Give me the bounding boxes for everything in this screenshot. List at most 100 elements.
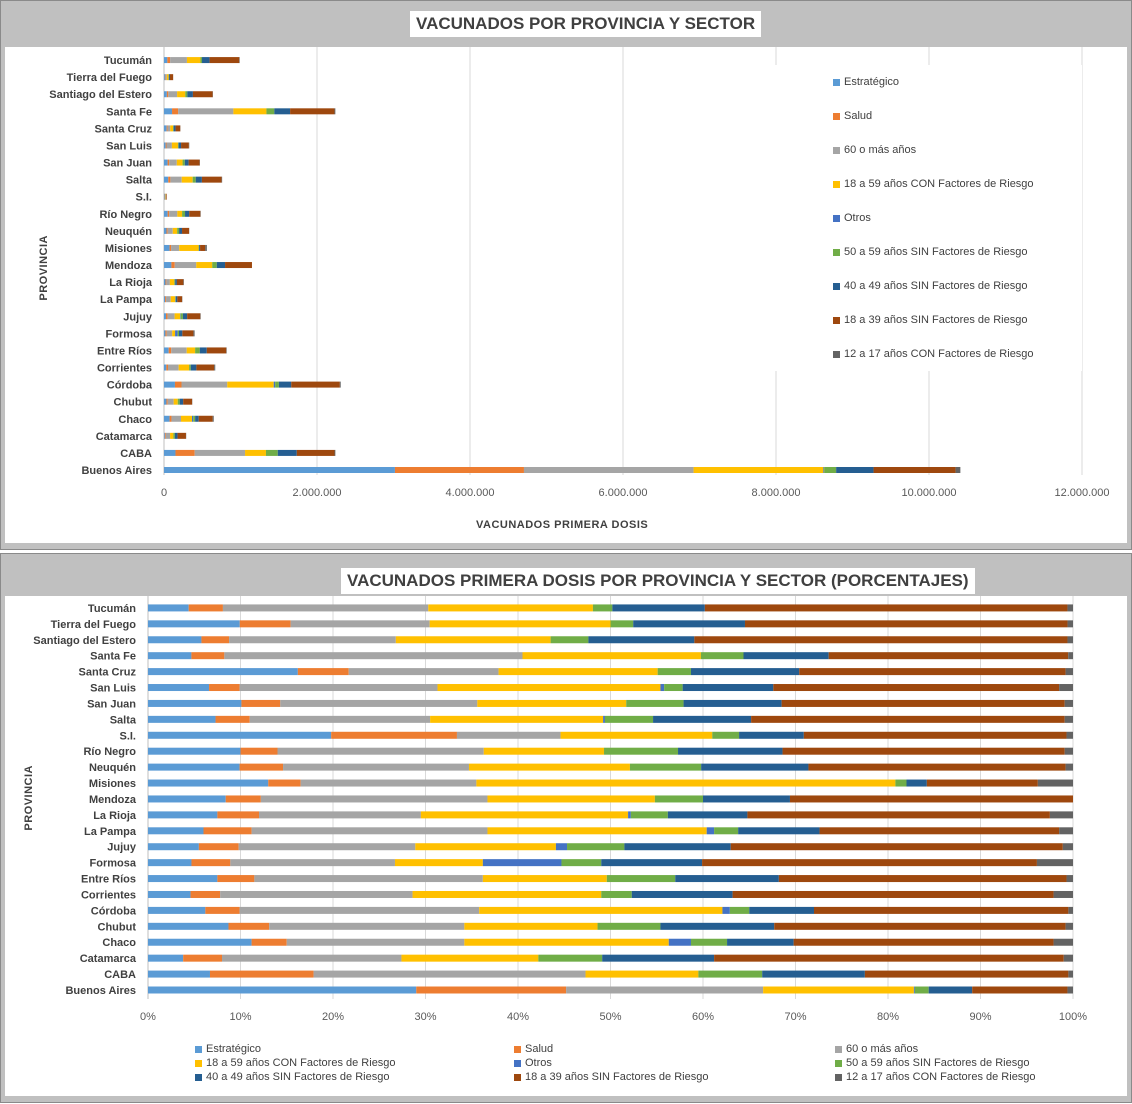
bar-segment: [148, 859, 191, 866]
bar-segment: [972, 987, 1067, 994]
bar-segment: [808, 764, 1065, 771]
bar-segment: [483, 859, 562, 866]
bar-segment: [179, 330, 182, 336]
bar-segment: [714, 827, 738, 834]
bar-segment: [177, 211, 182, 217]
bar-segment: [823, 467, 824, 473]
bar-segment: [779, 875, 1067, 882]
bar-segment: [240, 620, 291, 627]
bar-segment: [413, 891, 602, 898]
bar-segment: [170, 125, 173, 131]
bar-segment: [1067, 732, 1073, 739]
x-tick-label: 90%: [969, 1011, 991, 1023]
bar-segment: [783, 748, 1065, 755]
bar-segment: [421, 811, 628, 818]
bar-segment: [228, 923, 269, 930]
legend-item-estrategico: Estratégico: [195, 1043, 261, 1055]
bar-segment: [914, 987, 915, 994]
bar-segment: [956, 467, 961, 473]
bar-segment: [148, 811, 217, 818]
bar-segment: [164, 296, 165, 302]
legend-item-salud: Salud: [833, 110, 872, 122]
bar-segment: [762, 971, 865, 978]
bar-segment: [191, 891, 221, 898]
y-tick-label: Formosa: [90, 858, 137, 870]
bar-segment: [178, 142, 179, 148]
bar-segment: [241, 748, 278, 755]
bar-segment: [624, 843, 730, 850]
y-tick-label: Salta: [110, 714, 137, 726]
y-tick-label: Formosa: [106, 328, 153, 340]
bar-segment: [199, 416, 213, 422]
bar-segment: [164, 74, 165, 80]
bar-segment: [164, 125, 167, 131]
bar-segment: [189, 160, 200, 166]
bar-segment: [714, 955, 1064, 962]
y-tick-label: Entre Ríos: [97, 345, 152, 357]
bar-segment: [707, 827, 714, 834]
bar-segment: [166, 399, 167, 405]
y-tick-label: Catamarca: [96, 431, 153, 443]
bar-segment: [287, 939, 465, 946]
legend-swatch: [514, 1074, 521, 1081]
legend-swatch: [835, 1060, 842, 1067]
bar-segment: [181, 142, 189, 148]
y-tick-label: Santa Fe: [90, 651, 136, 663]
bar-segment: [538, 955, 602, 962]
bar-segment: [148, 971, 210, 978]
bar-segment: [415, 843, 556, 850]
bar-segment: [164, 194, 165, 200]
legend-label: 12 a 17 años CON Factores de Riesgo: [846, 1071, 1036, 1083]
bar-segment: [668, 811, 748, 818]
bar-segment: [148, 875, 217, 882]
legend-item-salud: Salud: [514, 1043, 553, 1055]
bar-segment: [929, 987, 972, 994]
bar-segment: [168, 211, 169, 217]
bar-segment: [763, 987, 914, 994]
bar-segment: [196, 365, 214, 371]
bar-segment: [1067, 636, 1073, 643]
x-tick-label: 10.000.000: [901, 487, 956, 499]
bar-segment: [183, 313, 187, 319]
bar-segment: [487, 795, 654, 802]
bar-segment: [191, 365, 197, 371]
bar-segment: [291, 620, 430, 627]
bar-segment: [702, 859, 1037, 866]
bar-segment: [230, 859, 395, 866]
bar-segment: [1059, 684, 1073, 691]
bar-segment: [164, 313, 166, 319]
bar-segment: [189, 365, 191, 371]
bar-segment: [1065, 716, 1073, 723]
bar-segment: [814, 907, 1068, 914]
bar-segment: [174, 399, 178, 405]
y-tick-label: CABA: [120, 448, 152, 460]
y-tick-label: Santa Cruz: [95, 123, 153, 135]
y-tick-label: Chaco: [118, 414, 152, 426]
bar-segment: [148, 843, 199, 850]
bar-segment: [334, 108, 335, 114]
bar-segment: [612, 604, 705, 611]
legend-label: 50 a 59 años SIN Factores de Riesgo: [846, 1057, 1029, 1069]
bar-segment: [168, 91, 177, 97]
bar-segment: [207, 347, 227, 353]
bar-segment: [223, 604, 428, 611]
bar-segment: [175, 262, 197, 268]
bar-segment: [185, 91, 187, 97]
bar-segment: [227, 382, 273, 388]
y-tick-label: Chaco: [102, 937, 136, 949]
x-axis-title: VACUNADOS PRIMERA DOSIS: [470, 517, 654, 533]
bar-segment: [189, 604, 223, 611]
bar-segment: [401, 955, 538, 962]
legend-item-50-a-59-anos-sin-factores-de-riesgo: 50 a 59 años SIN Factores de Riesgo: [835, 1057, 1029, 1069]
bar-segment: [660, 684, 664, 691]
bar-segment: [165, 296, 166, 302]
bar-segment: [177, 279, 184, 285]
bar-segment: [191, 652, 224, 659]
bar-segment: [240, 907, 480, 914]
bar-segment: [166, 296, 171, 302]
bar-segment: [164, 399, 166, 405]
legend-label: 60 o más años: [844, 144, 916, 156]
legend-swatch: [833, 181, 840, 188]
bar-segment: [182, 228, 189, 234]
